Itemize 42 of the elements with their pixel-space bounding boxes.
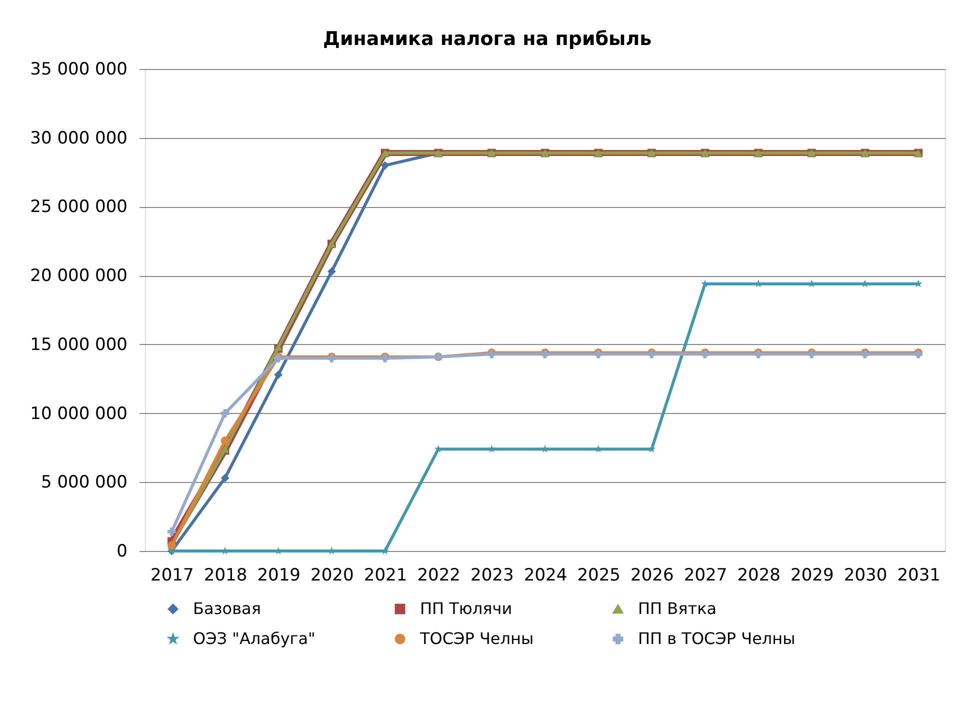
y-tick-label: 25 000 000 [30,197,128,218]
point [594,444,602,452]
point [488,444,496,452]
x-tick-label: 2021 [364,566,408,586]
x-tick-label: 2026 [630,566,674,586]
legend-label: ОЭЗ "Алабуга" [193,629,316,648]
legend-label: ПП в ТОСЭР Челны [638,629,796,648]
x-tick-label: 2027 [684,566,728,586]
x-tick-label: 2030 [844,566,888,586]
x-tick-label: 2020 [310,566,354,586]
point [220,474,230,482]
point [541,444,549,452]
y-tick-label: 20 000 000 [30,266,128,286]
x-tick-label: 2024 [524,566,568,586]
legend-label: ПП Тюлячи [420,599,512,618]
point [220,436,230,446]
x-tick-label: 2022 [417,566,460,586]
x-tick-label: 2017 [150,566,194,586]
y-tick-label: 15 000 000 [30,334,128,355]
x-tick-label: 2028 [737,566,780,586]
x-tick-label: 2018 [204,566,248,586]
x-tick-label: 2031 [897,566,940,586]
point [380,161,390,170]
y-tick-label: 0 [116,542,128,562]
point [327,267,336,276]
y-tick-label: 35 000 000 [30,60,128,80]
x-tick-label: 2029 [790,566,834,586]
y-tick-label: 5 000 000 [40,472,128,493]
x-tick-label: 2023 [470,566,514,586]
point [434,444,442,452]
x-tick-label: 2025 [577,566,620,586]
y-tick-label: 10 000 000 [30,404,128,424]
x-tick-label: 2019 [257,566,300,586]
point [648,444,656,452]
point [220,409,230,418]
y-tick-label: 30 000 000 [30,128,128,148]
legend-label: ПП Вятка [638,599,717,618]
point [274,370,283,379]
point [167,528,176,536]
chart-title: Динамика налога на прибыль [323,28,652,50]
legend-label: Базовая [193,599,261,618]
legend-label: ТОСЭР Челны [419,629,534,648]
